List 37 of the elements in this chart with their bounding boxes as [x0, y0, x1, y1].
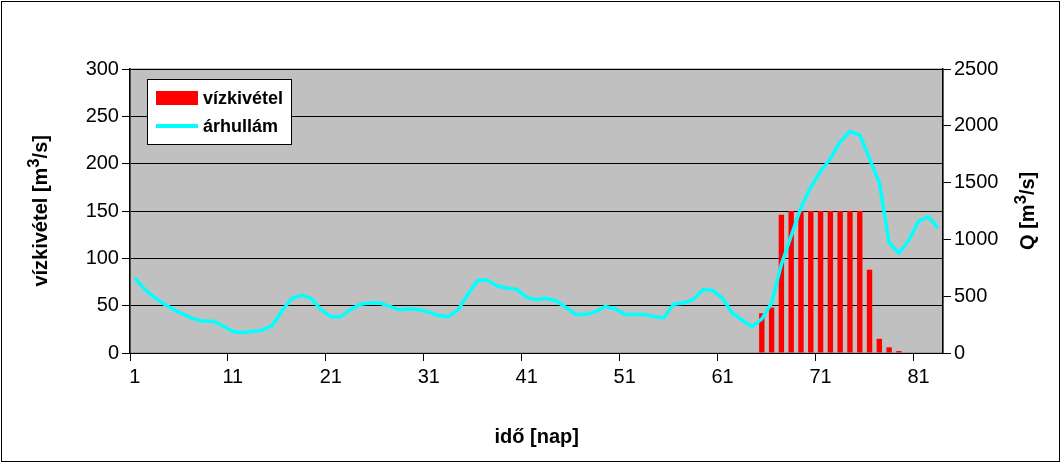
legend-label: árhullám — [203, 115, 279, 137]
bar — [817, 211, 824, 353]
x-tick-label: 1 — [129, 364, 141, 387]
y2-tick-label: 2500 — [954, 56, 999, 79]
y2-tick-label: 1000 — [954, 226, 999, 249]
x-tick-label: 41 — [515, 364, 538, 387]
x-axis-title: idő [nap] — [494, 424, 579, 448]
x-tick-label: 71 — [809, 364, 832, 387]
y-tick-label: 300 — [85, 56, 119, 79]
y2-tick-label: 0 — [954, 340, 966, 363]
x-tick-label: 11 — [222, 364, 244, 387]
x-tick-label: 81 — [907, 364, 930, 387]
x-tick-label: 51 — [613, 364, 636, 387]
bar — [808, 211, 814, 353]
bar — [798, 211, 804, 353]
bar — [847, 211, 853, 353]
x-tick-label: 21 — [319, 364, 342, 387]
legend-label: vízkivétel — [203, 87, 284, 109]
y2-tick-label: 500 — [954, 283, 988, 306]
bar — [788, 211, 794, 353]
y-tick-label: 150 — [85, 198, 119, 221]
y-tick-label: 50 — [96, 293, 119, 316]
x-tick-label: 31 — [417, 364, 440, 387]
bar — [886, 347, 892, 353]
y2-tick-label: 1500 — [954, 170, 999, 193]
bar — [837, 211, 843, 353]
x-tick-label: 61 — [711, 364, 734, 387]
y-tick-label: 200 — [85, 151, 119, 174]
y-tick-label: 250 — [85, 103, 119, 126]
bar — [876, 338, 883, 353]
bar — [866, 269, 873, 353]
bar — [768, 307, 775, 353]
y2-tick-label: 2000 — [954, 113, 999, 136]
bar — [857, 211, 863, 353]
y-tick-label: 0 — [107, 340, 119, 363]
y-tick-label: 100 — [85, 245, 119, 268]
bar — [827, 211, 834, 353]
